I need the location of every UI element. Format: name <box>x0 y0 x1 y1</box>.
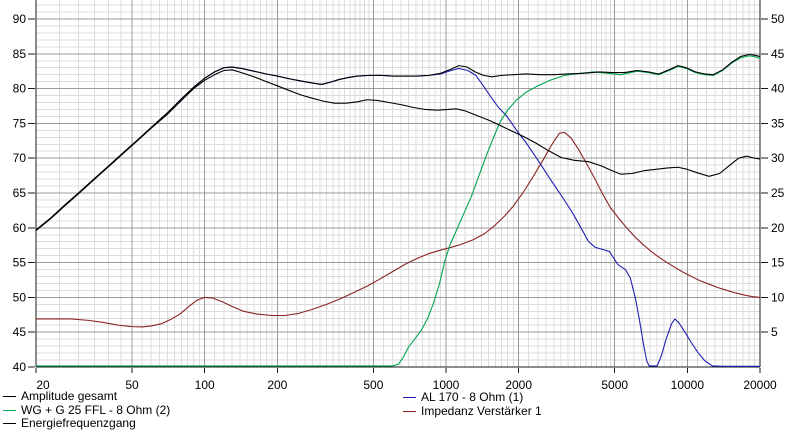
legend-line-swatch <box>3 409 16 411</box>
x-axis-label: 1000 <box>433 378 460 392</box>
y-axis-right-label: 30 <box>771 151 785 165</box>
legend-item: WG + G 25 FFL - 8 Ohm (2) <box>3 402 171 418</box>
legend-label: Amplitude gesamt <box>21 389 118 404</box>
y-axis-left-label: 55 <box>13 256 27 270</box>
curve-al-170-8-ohm-1 <box>35 66 760 367</box>
y-axis-right-label: 25 <box>771 186 785 200</box>
legend-item: Amplitude gesamt <box>3 390 170 404</box>
y-axis-right-label: 35 <box>771 116 785 130</box>
y-axis-right-label: 45 <box>771 47 785 61</box>
legend-line-swatch <box>3 423 16 425</box>
y-axis-left-label: 45 <box>13 325 27 339</box>
y-axis-left-label: 60 <box>13 221 27 235</box>
legend-left: Amplitude gesamt WG + G 25 FFL - 8 Ohm (2… <box>3 390 170 431</box>
legend-label: Impedanz Verstärker 1 <box>421 403 542 418</box>
legend-line-swatch <box>403 397 416 399</box>
y-axis-right-label: 20 <box>771 221 785 235</box>
y-axis-left-label: 70 <box>13 151 27 165</box>
y-axis-left-label: 65 <box>13 186 27 200</box>
x-axis-label: 5000 <box>601 378 628 392</box>
y-axis-left-label: 80 <box>13 82 27 96</box>
x-axis-label: 2000 <box>505 378 532 392</box>
curve-wg-g-25-ffl-8-ohm-2 <box>36 55 761 367</box>
curve-energiefrequenzgang <box>35 69 761 232</box>
x-axis-label: 10000 <box>671 378 705 392</box>
legend-line-swatch <box>3 396 16 398</box>
y-axis-left-label: 50 <box>13 290 27 304</box>
x-axis-label: 200 <box>267 378 287 392</box>
legend-label: Energiefrequenzgang <box>21 416 136 431</box>
y-axis-right-label: 15 <box>771 256 785 270</box>
legend-right: AL 170 - 8 Ohm (1) Impedanz Verstärker 1 <box>403 391 542 418</box>
x-axis-label: 100 <box>195 378 215 392</box>
y-axis-left-label: 90 <box>13 12 27 26</box>
y-axis-left-label: 85 <box>13 47 27 61</box>
legend-item: Energiefrequenzgang <box>3 417 170 431</box>
legend-label: AL 170 - 8 Ohm (1) <box>421 390 524 405</box>
y-axis-left-label: 40 <box>13 360 27 374</box>
x-axis-label: 50 <box>125 378 139 392</box>
y-axis-right-label: 50 <box>771 12 785 26</box>
y-axis-right-label: 5 <box>771 325 778 339</box>
x-axis-label: 20000 <box>743 378 777 392</box>
curve-impedanz-verst-rker-1 <box>36 131 761 328</box>
curve-amplitude-gesamt <box>35 53 761 231</box>
x-axis-label: 20 <box>36 378 50 392</box>
y-axis-left-label: 75 <box>13 116 27 130</box>
legend-item: AL 170 - 8 Ohm (1) <box>403 391 542 405</box>
legend-item: Impedanz Verstärker 1 <box>403 403 542 419</box>
y-axis-right-label: 10 <box>771 290 785 304</box>
legend-label: WG + G 25 FFL - 8 Ohm (2) <box>21 402 171 417</box>
y-axis-right-label: 40 <box>771 82 785 96</box>
legend-line-swatch <box>403 410 416 412</box>
x-axis-label: 500 <box>363 378 383 392</box>
